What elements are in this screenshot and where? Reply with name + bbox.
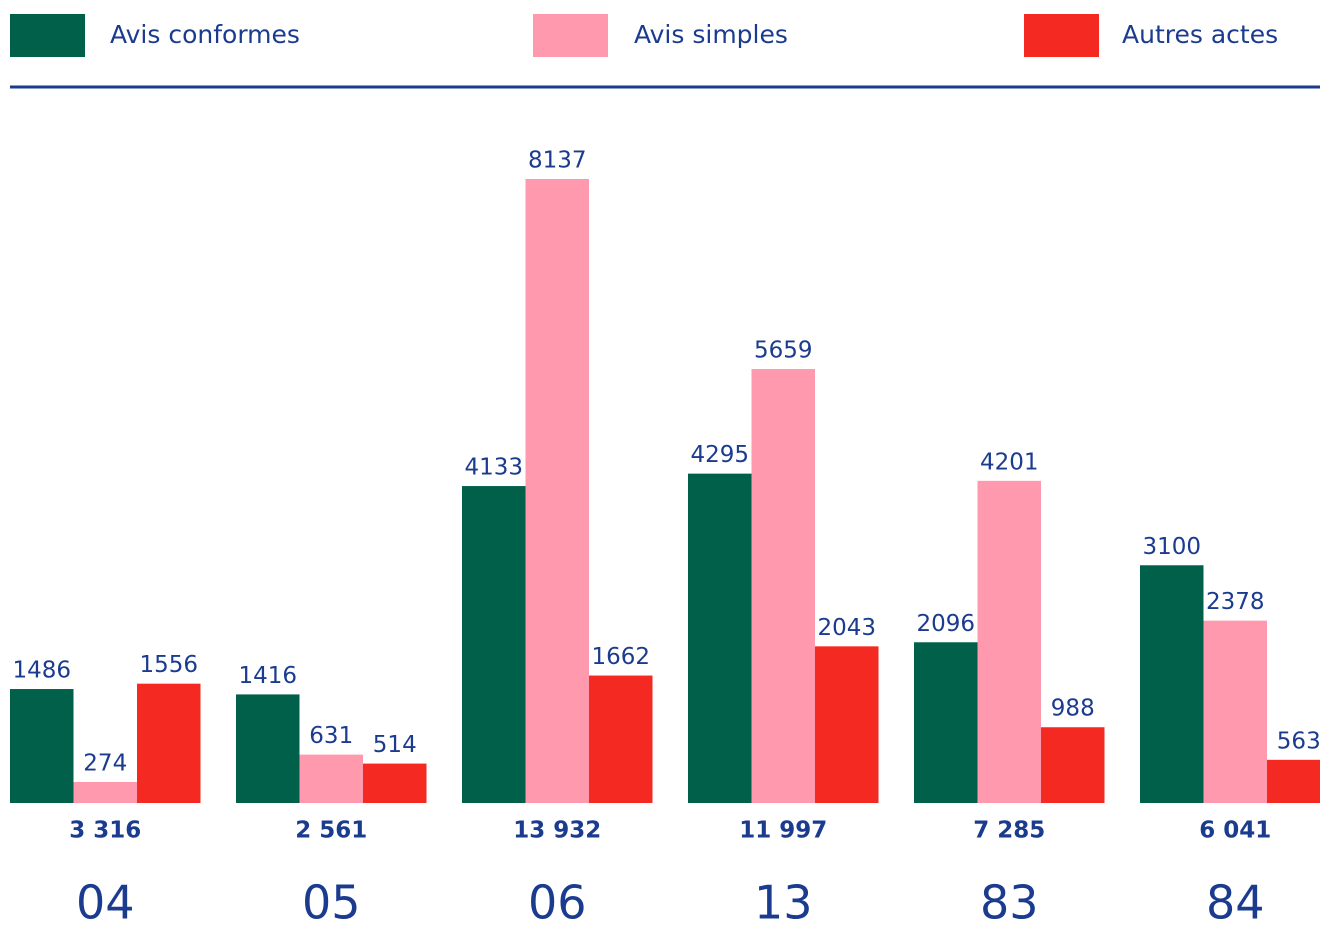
- category-label: 05: [302, 876, 361, 927]
- bar: [236, 694, 300, 803]
- value-label: 2096: [916, 611, 975, 637]
- total-label: 2 561: [295, 818, 367, 844]
- bar: [1140, 565, 1204, 803]
- bar: [1041, 727, 1105, 803]
- bar: [363, 763, 427, 803]
- category-label: 06: [528, 876, 587, 927]
- value-label: 274: [83, 750, 127, 776]
- value-label: 631: [309, 723, 353, 749]
- category-label: 83: [980, 876, 1039, 927]
- total-label: 11 997: [739, 818, 827, 844]
- bar: [1267, 759, 1320, 803]
- value-label: 1486: [12, 658, 71, 684]
- value-label: 8137: [528, 148, 587, 174]
- bar: [10, 689, 74, 803]
- legend-label: Avis simples: [634, 20, 788, 49]
- value-label: 4133: [464, 455, 523, 481]
- bar: [688, 473, 752, 803]
- value-label: 4201: [980, 449, 1039, 475]
- bar: [462, 486, 526, 803]
- value-label: 2043: [817, 615, 876, 641]
- value-label: 1556: [139, 652, 198, 678]
- bar: [137, 683, 201, 803]
- legend-swatch: [533, 14, 608, 57]
- total-label: 7 285: [973, 818, 1045, 844]
- total-label: 3 316: [69, 818, 141, 844]
- bar: [73, 781, 137, 803]
- bar: [815, 646, 879, 803]
- value-label: 1662: [591, 644, 650, 670]
- bar: [914, 642, 978, 803]
- legend-swatch: [10, 14, 85, 57]
- bar: [299, 754, 363, 803]
- bar: [751, 369, 815, 803]
- value-label: 5659: [754, 338, 813, 364]
- value-label: 4295: [690, 442, 749, 468]
- value-label: 563: [1277, 728, 1320, 754]
- legend-label: Avis conformes: [110, 20, 300, 49]
- category-label: 04: [76, 876, 135, 927]
- category-label: 13: [754, 876, 813, 927]
- value-label: 1416: [238, 663, 297, 689]
- value-label: 514: [373, 732, 417, 758]
- bar: [1203, 620, 1267, 803]
- legend-label: Autres actes: [1122, 20, 1278, 49]
- legend-swatch: [1024, 14, 1099, 57]
- category-label: 84: [1206, 876, 1265, 927]
- bar: [977, 480, 1041, 803]
- bar: [589, 675, 653, 803]
- total-label: 13 932: [513, 818, 601, 844]
- value-label: 3100: [1142, 534, 1201, 560]
- value-label: 2378: [1206, 589, 1265, 615]
- bar: [525, 179, 589, 803]
- value-label: 988: [1051, 696, 1095, 722]
- total-label: 6 041: [1199, 818, 1271, 844]
